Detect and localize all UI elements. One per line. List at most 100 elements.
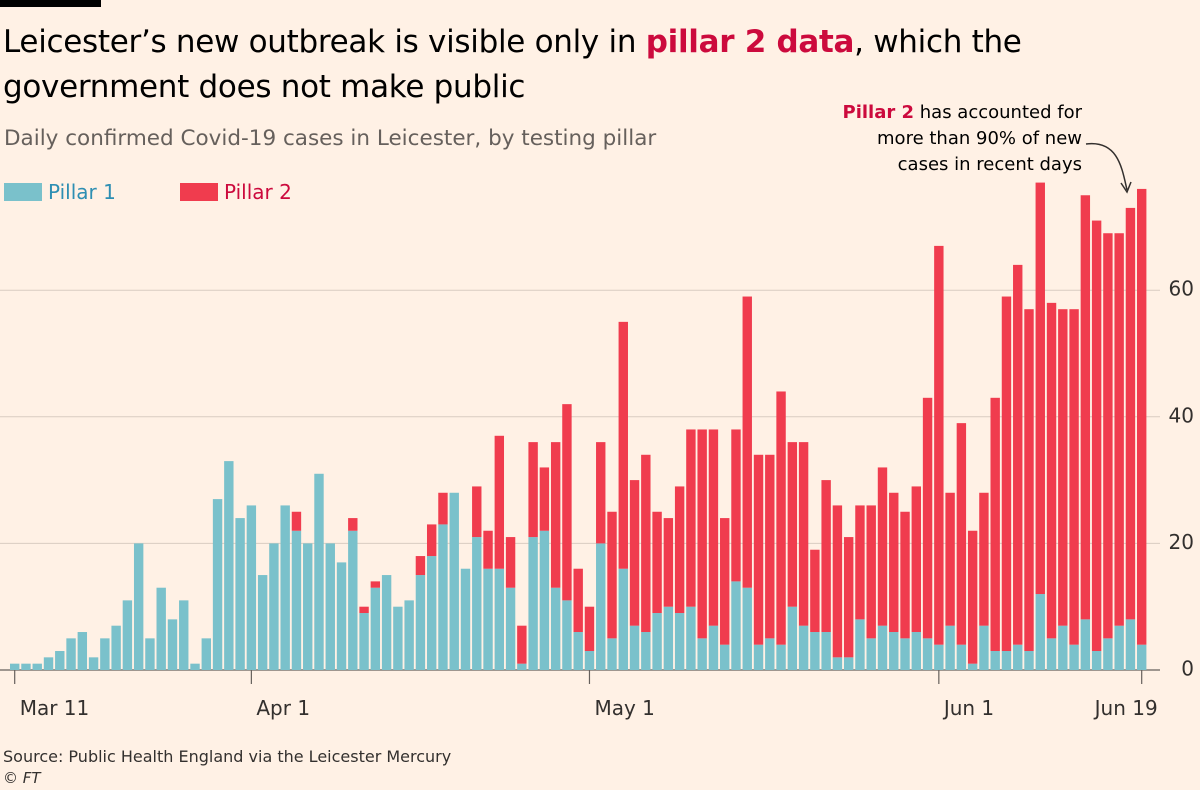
bar-pillar1 — [393, 606, 403, 670]
bar-pillar1 — [528, 537, 538, 670]
legend-swatch-pillar1 — [4, 183, 42, 201]
bar-pillar2 — [956, 423, 967, 645]
x-tick-label: Apr 1 — [256, 696, 310, 720]
bar-pillar1 — [505, 587, 516, 670]
bar-pillar2 — [652, 511, 662, 614]
bar-pillar1 — [1035, 594, 1045, 670]
bar-pillar1 — [922, 638, 933, 670]
bar-pillar1 — [753, 644, 764, 670]
bar-pillar1 — [742, 587, 752, 670]
bar-pillar1 — [517, 663, 527, 670]
bar-pillar1 — [776, 644, 786, 670]
y-tick-label: 40 — [1169, 403, 1194, 427]
bar-pillar1 — [652, 613, 662, 670]
bar-pillar2 — [720, 518, 730, 645]
bar-pillar1 — [235, 518, 245, 670]
bar-pillar1 — [731, 581, 741, 670]
bar-pillar1 — [77, 632, 88, 670]
bar-pillar1 — [1024, 651, 1034, 670]
bar-pillar2 — [1058, 309, 1068, 626]
bar-pillar2 — [686, 429, 696, 607]
bar-pillar2 — [415, 556, 426, 576]
bar-pillar1 — [381, 575, 392, 670]
bar-pillar2 — [674, 486, 685, 614]
bar-pillar2 — [359, 606, 369, 614]
bar-pillar2 — [1103, 233, 1113, 639]
bar-pillar2 — [596, 442, 606, 544]
brand-bar — [0, 0, 101, 7]
bar-pillar1 — [821, 632, 831, 670]
bar-pillar2 — [821, 480, 831, 633]
bar-pillar2 — [753, 454, 764, 645]
bar-pillar1 — [607, 638, 617, 670]
bar-pillar1 — [55, 651, 65, 670]
bar-pillar1 — [404, 600, 414, 670]
bar-pillar1 — [990, 651, 1000, 670]
bar-pillar1 — [21, 663, 31, 670]
bar-pillar1 — [494, 568, 505, 670]
legend-label-pillar1: Pillar 1 — [48, 180, 116, 204]
bar-pillar1 — [212, 499, 223, 670]
bar-pillar1 — [1001, 651, 1012, 670]
bar-pillar1 — [43, 657, 54, 670]
bar-pillar2 — [967, 530, 978, 664]
bar-pillar1 — [303, 543, 313, 670]
bar-pillar1 — [584, 651, 595, 670]
bar-pillar2 — [426, 524, 437, 557]
bar-pillar1 — [88, 657, 99, 670]
legend-label-pillar2: Pillar 2 — [224, 180, 292, 204]
bar-pillar1 — [1103, 638, 1113, 670]
bar-pillar2 — [1046, 302, 1057, 639]
bar-pillar2 — [1137, 188, 1147, 645]
bar-pillar2 — [607, 511, 617, 639]
bar-pillar1 — [562, 600, 572, 670]
bar-pillar1 — [934, 644, 944, 670]
bar-pillar1 — [550, 587, 561, 670]
bars — [10, 182, 1147, 670]
source-note: Source: Public Health England via the Le… — [3, 747, 452, 766]
title-highlight: pillar 2 data — [645, 24, 855, 60]
bar-pillar1 — [10, 663, 20, 670]
bar-pillar1 — [122, 600, 133, 670]
bar-pillar2 — [472, 486, 482, 538]
bar-pillar2 — [900, 511, 910, 639]
bar-pillar1 — [190, 663, 200, 670]
bar-pillar1 — [280, 505, 290, 670]
bar-pillar1 — [359, 613, 369, 670]
bar-pillar1 — [325, 543, 335, 670]
bar-pillar1 — [483, 568, 493, 670]
bar-pillar2 — [1125, 207, 1136, 620]
bar-pillar1 — [877, 625, 888, 670]
bar-pillar2 — [562, 404, 572, 601]
bar-pillar2 — [911, 486, 921, 633]
bar-pillar2 — [483, 530, 493, 569]
bar-pillar1 — [843, 657, 854, 670]
y-tick-label: 0 — [1181, 657, 1194, 681]
bar-pillar1 — [1080, 619, 1091, 670]
bar-pillar1 — [674, 613, 685, 670]
y-axis: 0 20 40 60 — [1169, 277, 1194, 681]
bar-pillar2 — [934, 245, 944, 645]
bar-pillar2 — [505, 537, 516, 588]
bar-pillar1 — [618, 568, 628, 670]
bar-pillar1 — [900, 638, 910, 670]
bar-pillar1 — [1069, 644, 1079, 670]
bar-pillar1 — [945, 625, 955, 670]
bar-pillar2 — [697, 429, 707, 639]
bar-pillar2 — [517, 625, 527, 664]
bar-pillar2 — [731, 429, 741, 582]
bar-pillar1 — [573, 632, 583, 670]
bar-pillar1 — [1058, 625, 1068, 670]
bar-pillar2 — [1080, 195, 1091, 620]
bar-pillar2 — [742, 296, 752, 588]
bar-pillar1 — [100, 638, 110, 670]
bar-pillar1 — [167, 619, 178, 670]
bar-pillar2 — [866, 505, 876, 639]
bar-pillar1 — [1091, 651, 1102, 670]
bar-pillar2 — [1024, 309, 1034, 652]
bar-pillar1 — [291, 530, 302, 670]
annotation-line1: has accounted for — [914, 102, 1082, 123]
bar-pillar1 — [246, 505, 257, 670]
bar-pillar2 — [1114, 233, 1124, 626]
bar-pillar2 — [1013, 264, 1023, 645]
